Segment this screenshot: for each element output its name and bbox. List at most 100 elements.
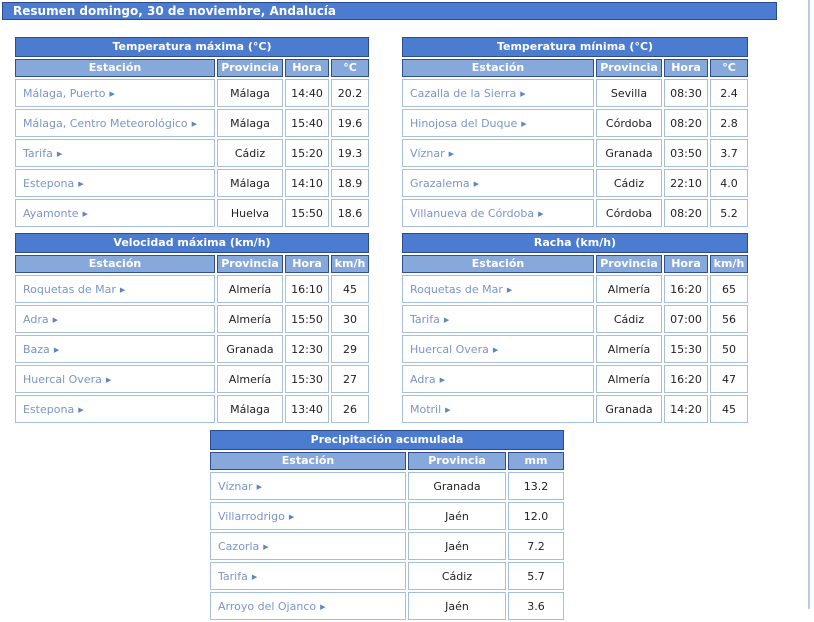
value-cell: 2.4 (710, 79, 748, 107)
arrow-right-icon: ▶ (288, 512, 295, 521)
station-link[interactable]: Hinojosa del Duque (410, 116, 518, 130)
station-link[interactable]: Adra (23, 312, 49, 326)
time-cell: 16:20 (664, 365, 708, 393)
arrow-right-icon: ▶ (256, 482, 262, 491)
station-cell: Málaga, Centro Meteorológico ▶ (15, 109, 215, 137)
arrow-right-icon: ▶ (82, 209, 88, 218)
arrow-right-icon: ▶ (448, 149, 454, 158)
station-link[interactable]: Roquetas de Mar (23, 282, 116, 296)
value-cell: 7.2 (508, 532, 564, 560)
time-cell: 14:40 (285, 79, 329, 107)
province-cell: Almería (596, 365, 662, 393)
station-link[interactable]: Tarifa (218, 569, 248, 583)
value-cell: 18.9 (331, 169, 369, 197)
station-link[interactable]: Huercal Overa (410, 342, 489, 356)
station-link[interactable]: Víznar (410, 146, 445, 160)
province-cell: Almería (217, 305, 283, 333)
table-row: Víznar ▶ Granada 13.2 (210, 472, 564, 500)
station-cell: Huercal Overa ▶ (402, 335, 594, 363)
province-cell: Jaén (408, 592, 506, 620)
data-table: Precipitación acumulada Estación Provincia… (208, 428, 566, 622)
value-cell: 19.3 (331, 139, 369, 167)
station-cell: Cazalla de la Sierra ▶ (402, 79, 594, 107)
arrow-right-icon: ▶ (492, 345, 499, 354)
arrow-right-icon: ▶ (263, 542, 269, 551)
arrow-right-icon: ▶ (109, 89, 115, 98)
station-link[interactable]: Cazalla de la Sierra (410, 86, 517, 100)
station-link[interactable]: Adra (410, 372, 436, 386)
value-cell: 3.6 (508, 592, 564, 620)
table-temperatura-maxima: Temperatura máxima (°C) Estación Provincia… (13, 35, 371, 229)
table-row: Adra ▶ Almería 16:20 47 (402, 365, 748, 393)
time-cell: 16:20 (664, 275, 708, 303)
station-link[interactable]: Tarifa (410, 312, 440, 326)
station-link[interactable]: Arroyo del Ojanco (218, 599, 317, 613)
station-cell: Ayamonte ▶ (15, 199, 215, 227)
station-link[interactable]: Tarifa (23, 146, 53, 160)
station-link[interactable]: Víznar (218, 479, 253, 493)
province-cell: Málaga (217, 79, 283, 107)
station-link[interactable]: Ayamonte (23, 206, 79, 220)
column-header: Estación (210, 452, 406, 470)
column-header: °C (710, 59, 748, 77)
province-cell: Sevilla (596, 79, 662, 107)
table-row: Tarifa ▶ Cádiz 15:20 19.3 (15, 139, 369, 167)
station-link[interactable]: Cazorla (218, 539, 260, 553)
station-link[interactable]: Grazalema (410, 176, 470, 190)
station-link[interactable]: Estepona (23, 402, 75, 416)
station-link[interactable]: Málaga, Centro Meteorológico (23, 116, 188, 130)
station-cell: Roquetas de Mar ▶ (402, 275, 594, 303)
time-cell: 08:30 (664, 79, 708, 107)
station-cell: Motril ▶ (402, 395, 594, 423)
station-link[interactable]: Villarrodrigo (218, 509, 285, 523)
data-table: Temperatura máxima (°C) Estación Provincia… (13, 35, 371, 229)
table-row: Huercal Overa ▶ Almería 15:30 27 (15, 365, 369, 393)
table-row: Grazalema ▶ Cádiz 22:10 4.0 (402, 169, 748, 197)
value-cell: 4.0 (710, 169, 748, 197)
time-cell: 15:30 (285, 365, 329, 393)
table-precipitacion: Precipitación acumulada Estación Provincia… (208, 428, 566, 622)
data-table: Velocidad máxima (km/h) Estación Provincia… (13, 231, 371, 425)
table-row: Víznar ▶ Granada 03:50 3.7 (402, 139, 748, 167)
column-header: Hora (664, 59, 708, 77)
station-link[interactable]: Málaga, Puerto (23, 86, 106, 100)
value-cell: 20.2 (331, 79, 369, 107)
station-link[interactable]: Motril (410, 402, 442, 416)
province-cell: Córdoba (596, 109, 662, 137)
table-title: Temperatura máxima (°C) (15, 37, 369, 57)
arrow-right-icon: ▶ (520, 89, 526, 98)
province-cell: Jaén (408, 532, 506, 560)
arrow-right-icon: ▶ (320, 602, 326, 611)
province-cell: Granada (217, 335, 283, 363)
station-link[interactable]: Huercal Overa (23, 372, 102, 386)
time-cell: 07:00 (664, 305, 708, 333)
arrow-right-icon: ▶ (443, 315, 450, 324)
arrow-right-icon: ▶ (521, 119, 527, 128)
table-row: Motril ▶ Granada 14:20 45 (402, 395, 748, 423)
station-link[interactable]: Baza (23, 342, 50, 356)
table-row: Arroyo del Ojanco ▶ Jaén 3.6 (210, 592, 564, 620)
value-cell: 13.2 (508, 472, 564, 500)
station-link[interactable]: Estepona (23, 176, 75, 190)
time-cell: 15:50 (285, 305, 329, 333)
value-cell: 65 (710, 275, 748, 303)
station-cell: Arroyo del Ojanco ▶ (210, 592, 406, 620)
table-title: Racha (km/h) (402, 233, 748, 253)
arrow-right-icon: ▶ (53, 345, 60, 354)
value-cell: 45 (331, 275, 369, 303)
table-title: Temperatura mínima (°C) (402, 37, 748, 57)
value-cell: 18.6 (331, 199, 369, 227)
province-cell: Málaga (217, 395, 283, 423)
province-cell: Cádiz (408, 562, 506, 590)
province-cell: Granada (596, 139, 662, 167)
table-velocidad-maxima: Velocidad máxima (km/h) Estación Provincia… (13, 231, 371, 425)
province-cell: Huelva (217, 199, 283, 227)
column-header: Estación (15, 255, 215, 273)
column-header: Estación (402, 59, 594, 77)
station-link[interactable]: Villanueva de Córdoba (410, 206, 535, 220)
data-table: Racha (km/h) Estación Provincia Hora km/h Roq… (400, 231, 750, 425)
table-row: Villarrodrigo ▶ Jaén 12.0 (210, 502, 564, 530)
table-row: Huercal Overa ▶ Almería 15:30 50 (402, 335, 748, 363)
column-header: mm (508, 452, 564, 470)
station-link[interactable]: Roquetas de Mar (410, 282, 503, 296)
